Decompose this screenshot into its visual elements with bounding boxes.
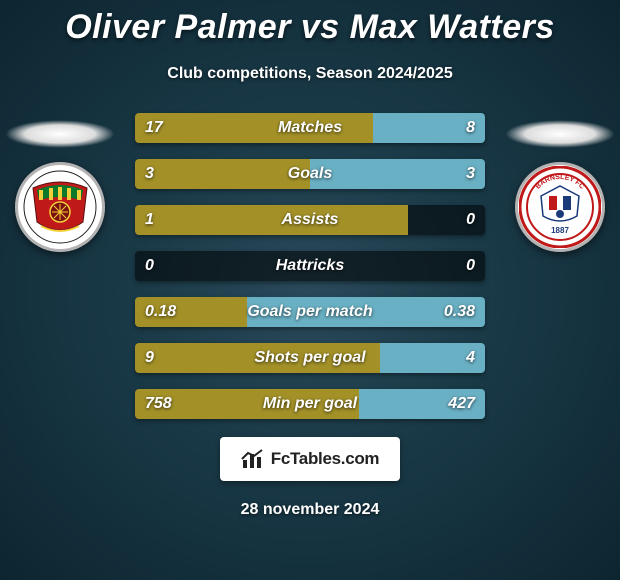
- stat-row: 0.180.38Goals per match: [135, 297, 485, 327]
- right-crest-slot: 1887 BARNSLEY FC: [500, 120, 620, 252]
- fctables-chart-icon: [241, 448, 265, 470]
- stat-value-right: 3: [456, 159, 485, 189]
- stat-bar-left: [135, 205, 408, 235]
- stat-row: 10Assists: [135, 205, 485, 235]
- left-crest-slot: [0, 120, 120, 252]
- stat-value-right: 0: [456, 205, 485, 235]
- stat-value-left: 3: [135, 159, 164, 189]
- comparison-subtitle: Club competitions, Season 2024/2025: [0, 65, 620, 83]
- svg-text:1887: 1887: [551, 226, 569, 235]
- stat-value-left: 9: [135, 343, 164, 373]
- stat-row: 758427Min per goal: [135, 389, 485, 419]
- stat-value-left: 758: [135, 389, 182, 419]
- stat-value-left: 0.18: [135, 297, 186, 327]
- snapshot-date: 28 november 2024: [0, 501, 620, 519]
- stat-bar-left: [135, 343, 380, 373]
- comparison-title: Oliver Palmer vs Max Watters: [0, 0, 620, 47]
- barnsley-crest-icon: 1887 BARNSLEY FC: [519, 166, 601, 248]
- stats-table: 178Matches33Goals10Assists00Hattricks0.1…: [135, 113, 485, 419]
- fctables-logo[interactable]: FcTables.com: [220, 437, 400, 481]
- stat-row: 0 0Hattricks: [135, 251, 485, 281]
- stat-row: 94Shots per goal: [135, 343, 485, 373]
- fctables-logo-text: FcTables.com: [271, 449, 380, 469]
- stat-value-left: 0: [135, 251, 164, 281]
- stat-value-right: 0.38: [434, 297, 485, 327]
- stat-value-left: 17: [135, 113, 173, 143]
- stat-value-left: 1: [135, 205, 164, 235]
- svg-text:BARNSLEY FC: BARNSLEY FC: [535, 174, 586, 191]
- stat-row: 33Goals: [135, 159, 485, 189]
- crest-shadow-left: [5, 120, 115, 148]
- wrexham-crest-icon: [23, 170, 97, 244]
- crest-shadow-right: [505, 120, 615, 148]
- stat-value-right: 8: [456, 113, 485, 143]
- stat-value-right: 0: [456, 251, 485, 281]
- barnsley-crest: 1887 BARNSLEY FC: [515, 162, 605, 252]
- wrexham-crest: [15, 162, 105, 252]
- stat-row: 178Matches: [135, 113, 485, 143]
- stat-value-right: 4: [456, 343, 485, 373]
- stat-label: Hattricks: [135, 251, 485, 281]
- stat-value-right: 427: [438, 389, 485, 419]
